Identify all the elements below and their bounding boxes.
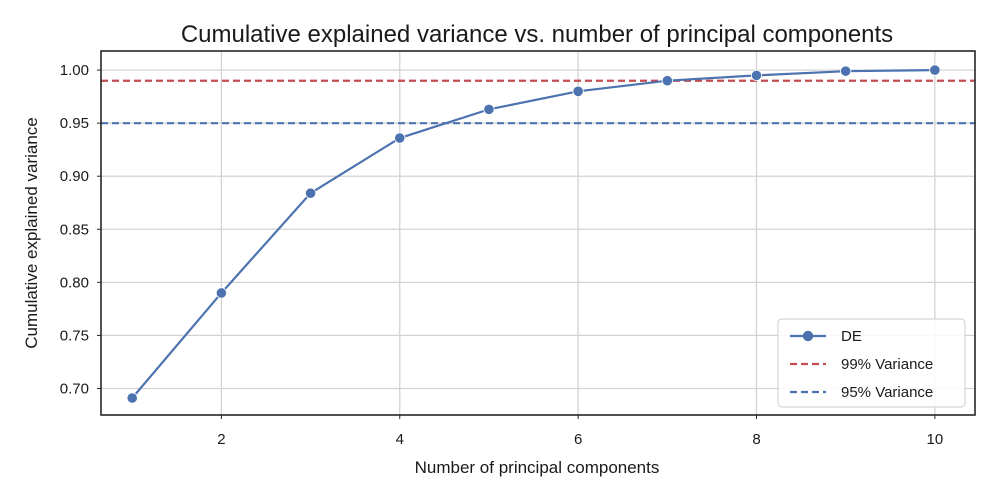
data-point: [304, 187, 317, 199]
y-tick-label: 0.80: [60, 274, 89, 291]
x-tick-label: 4: [396, 431, 404, 448]
chart-title: Cumulative explained variance vs. number…: [181, 21, 893, 48]
reference-lines: [101, 79, 975, 125]
y-tick-label: 0.95: [60, 115, 89, 132]
data-point: [215, 287, 227, 299]
x-tick-label: 2: [217, 431, 225, 448]
y-tick-label: 1.00: [60, 62, 89, 79]
x-tick-label: 8: [752, 431, 760, 448]
series-line: [131, 69, 935, 399]
data-point: [661, 75, 673, 87]
legend: DE 99% Variance 95% Variance: [777, 318, 966, 408]
y-tick-label: 0.70: [60, 380, 89, 397]
y-tick-label: 0.75: [60, 327, 89, 344]
legend-label: 99% Variance: [841, 356, 933, 373]
data-point: [126, 392, 138, 404]
data-point: [929, 64, 941, 76]
plot-area-frame: [100, 50, 976, 416]
legend-label: DE: [841, 328, 862, 345]
y-tick-label: 0.90: [60, 168, 89, 185]
x-tick-label: 6: [574, 431, 582, 448]
legend-marker: [802, 330, 814, 342]
data-point: [840, 65, 852, 77]
y-tick-label: 0.85: [60, 221, 89, 238]
x-tick-label: 10: [927, 431, 944, 448]
legend-label: 95% Variance: [841, 384, 933, 401]
y-axis-label: Cumulative explained variance: [22, 117, 41, 349]
tick-labels: 2 4 6 8 10 0.70 0.75 0.80 0.85 0.90 0.95 1.00: [60, 62, 943, 448]
data-point: [750, 69, 763, 82]
data-point: [572, 85, 584, 97]
series-layer: [126, 64, 941, 404]
legend-box: [777, 318, 966, 408]
data-point: [483, 103, 495, 115]
data-point: [394, 132, 406, 144]
x-axis-label: Number of principal components: [415, 458, 660, 477]
